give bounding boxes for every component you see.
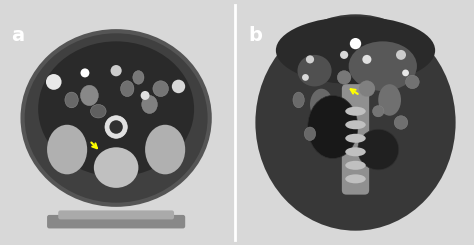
Ellipse shape <box>65 92 78 108</box>
Ellipse shape <box>153 81 168 97</box>
Ellipse shape <box>378 84 401 116</box>
Ellipse shape <box>298 55 332 86</box>
Circle shape <box>396 50 406 60</box>
Ellipse shape <box>359 81 375 97</box>
Ellipse shape <box>133 71 144 84</box>
Ellipse shape <box>308 96 358 159</box>
Ellipse shape <box>81 85 98 106</box>
Text: b: b <box>248 25 263 45</box>
Ellipse shape <box>337 71 351 84</box>
FancyBboxPatch shape <box>47 215 185 228</box>
Circle shape <box>172 80 185 93</box>
Circle shape <box>302 74 309 81</box>
Text: a: a <box>11 25 25 45</box>
FancyBboxPatch shape <box>342 84 369 195</box>
Circle shape <box>46 74 62 90</box>
Circle shape <box>402 70 409 76</box>
Circle shape <box>340 51 348 59</box>
Circle shape <box>350 38 361 49</box>
Ellipse shape <box>310 89 333 120</box>
FancyBboxPatch shape <box>58 210 174 220</box>
Ellipse shape <box>373 106 384 117</box>
Ellipse shape <box>345 134 366 143</box>
Ellipse shape <box>345 147 366 156</box>
Circle shape <box>362 55 372 64</box>
Ellipse shape <box>47 125 87 174</box>
Circle shape <box>306 55 314 63</box>
Ellipse shape <box>345 174 366 183</box>
Ellipse shape <box>255 14 456 231</box>
Circle shape <box>81 68 90 77</box>
Ellipse shape <box>345 161 366 170</box>
Ellipse shape <box>21 30 211 206</box>
Ellipse shape <box>38 41 194 177</box>
Ellipse shape <box>105 116 127 138</box>
Ellipse shape <box>276 17 435 84</box>
Ellipse shape <box>345 120 366 129</box>
Ellipse shape <box>142 96 157 113</box>
Ellipse shape <box>349 41 417 91</box>
Ellipse shape <box>91 104 106 118</box>
Circle shape <box>141 91 149 100</box>
Ellipse shape <box>94 147 138 188</box>
Ellipse shape <box>120 81 134 97</box>
Circle shape <box>110 65 122 76</box>
Ellipse shape <box>358 129 399 170</box>
Ellipse shape <box>345 107 366 116</box>
Ellipse shape <box>293 92 304 108</box>
Ellipse shape <box>304 127 316 141</box>
Ellipse shape <box>406 75 419 89</box>
Ellipse shape <box>394 116 408 129</box>
Ellipse shape <box>145 125 185 174</box>
Ellipse shape <box>109 120 123 134</box>
